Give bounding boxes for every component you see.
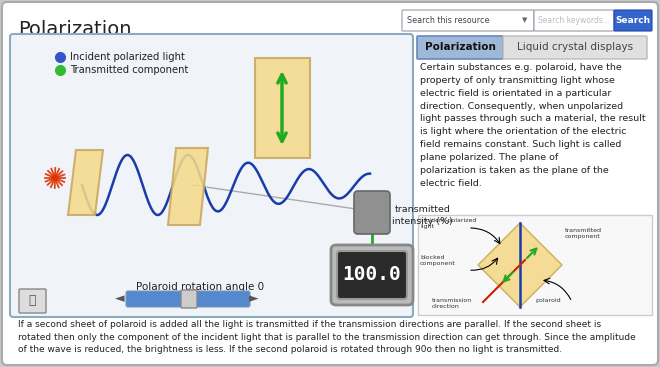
Polygon shape — [168, 148, 208, 225]
Bar — [418, 215, 652, 315]
FancyBboxPatch shape — [337, 251, 407, 299]
Text: If a second sheet of polaroid is added all the light is transmitted if the trans: If a second sheet of polaroid is added a… — [18, 320, 636, 354]
FancyBboxPatch shape — [354, 191, 390, 234]
Text: ⤢: ⤢ — [28, 294, 36, 308]
FancyBboxPatch shape — [331, 245, 413, 305]
Text: Polarization: Polarization — [424, 43, 496, 52]
FancyBboxPatch shape — [10, 34, 413, 317]
Text: blocked
component: blocked component — [420, 255, 456, 266]
Text: Liquid crystal displays: Liquid crystal displays — [517, 43, 633, 52]
Text: transmitted
intensity (%): transmitted intensity (%) — [392, 205, 453, 226]
Polygon shape — [68, 150, 103, 215]
Text: Transmitted component: Transmitted component — [70, 65, 188, 75]
FancyBboxPatch shape — [614, 10, 652, 31]
Text: transmitted
component: transmitted component — [565, 228, 602, 239]
Text: Incident polarized light: Incident polarized light — [70, 52, 185, 62]
Text: 100.0: 100.0 — [343, 265, 401, 284]
Polygon shape — [255, 58, 310, 158]
Text: Polarization: Polarization — [18, 20, 131, 39]
Text: Certain substances e.g. polaroid, have the
property of only transmitting light w: Certain substances e.g. polaroid, have t… — [420, 63, 645, 188]
Polygon shape — [478, 223, 562, 307]
Text: polaroid: polaroid — [535, 298, 560, 303]
FancyBboxPatch shape — [402, 10, 534, 31]
Text: Search this resource: Search this resource — [407, 16, 489, 25]
FancyBboxPatch shape — [126, 291, 250, 307]
Text: ◄: ◄ — [115, 292, 125, 305]
Text: incident polarized
light: incident polarized light — [420, 218, 477, 229]
Text: Search keywords...: Search keywords... — [538, 16, 610, 25]
FancyBboxPatch shape — [534, 10, 614, 31]
Text: ►: ► — [249, 292, 259, 305]
Text: Search: Search — [615, 16, 651, 25]
FancyBboxPatch shape — [181, 290, 197, 308]
Text: transmission
direction: transmission direction — [432, 298, 473, 309]
Text: Polaroid rotation angle 0: Polaroid rotation angle 0 — [136, 282, 264, 292]
FancyBboxPatch shape — [19, 289, 46, 313]
Text: ▼: ▼ — [522, 18, 528, 23]
FancyBboxPatch shape — [417, 36, 503, 59]
FancyBboxPatch shape — [503, 36, 647, 59]
